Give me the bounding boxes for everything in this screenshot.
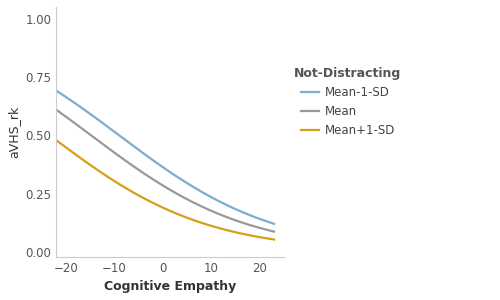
Mean+1-SD <box>54 139 60 142</box>
Line: Mean-1-SD: Mean-1-SD <box>56 91 274 224</box>
X-axis label: Cognitive Empathy: Cognitive Empathy <box>104 280 236 293</box>
Mean-1-SD <box>124 140 130 143</box>
Line: Mean+1-SD: Mean+1-SD <box>56 140 274 239</box>
Mean-1-SD <box>190 185 196 189</box>
Mean <box>190 201 196 204</box>
Mean <box>271 230 277 233</box>
Mean-1-SD <box>140 151 145 154</box>
Mean-1-SD <box>210 196 216 200</box>
Mean+1-SD <box>210 225 216 228</box>
Mean+1-SD <box>124 187 130 191</box>
Y-axis label: aVHS_rk: aVHS_rk <box>7 106 20 158</box>
Mean+1-SD <box>140 196 145 200</box>
Legend: Mean-1-SD, Mean, Mean+1-SD: Mean-1-SD, Mean, Mean+1-SD <box>294 67 402 137</box>
Mean <box>210 210 216 214</box>
Mean <box>140 171 145 174</box>
Mean+1-SD <box>271 238 277 241</box>
Mean+1-SD <box>190 218 196 222</box>
Mean-1-SD <box>80 107 86 110</box>
Mean <box>80 127 86 131</box>
Mean <box>212 210 218 214</box>
Mean-1-SD <box>212 197 218 201</box>
Mean-1-SD <box>54 89 60 93</box>
Mean <box>54 108 60 112</box>
Mean <box>124 160 130 164</box>
Mean+1-SD <box>212 225 218 229</box>
Mean-1-SD <box>271 222 277 226</box>
Line: Mean: Mean <box>56 110 274 232</box>
Mean+1-SD <box>80 158 86 161</box>
